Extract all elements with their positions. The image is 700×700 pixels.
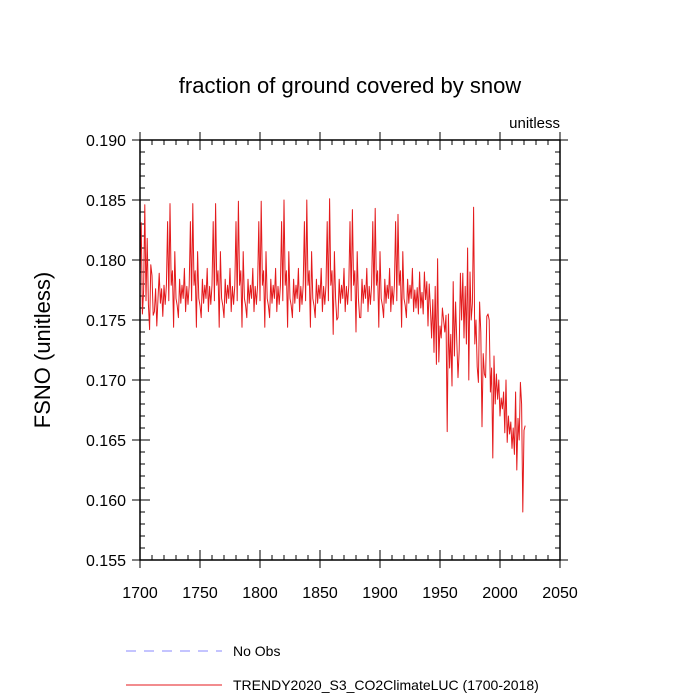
chart-title: fraction of ground covered by snow xyxy=(179,73,522,98)
y-tick-label: 0.175 xyxy=(86,313,126,330)
x-tick-label: 1750 xyxy=(182,585,218,602)
plot-frame xyxy=(139,139,561,561)
y-tick-label: 0.180 xyxy=(86,253,126,270)
x-tick-label: 1700 xyxy=(122,585,158,602)
legend-label-no-obs: No Obs xyxy=(233,643,280,659)
x-tick-label: 1900 xyxy=(362,585,398,602)
data-series-line xyxy=(139,198,526,513)
x-tick-label: 2050 xyxy=(542,585,578,602)
x-tick-label: 1950 xyxy=(422,585,458,602)
x-tick-label: 1850 xyxy=(302,585,338,602)
y-tick-label: 0.170 xyxy=(86,373,126,390)
legend-label-trendy: TRENDY2020_S3_CO2ClimateLUC (1700-2018) xyxy=(233,677,539,693)
y-tick-label: 0.160 xyxy=(86,493,126,510)
legend: No Obs TRENDY2020_S3_CO2ClimateLUC (1700… xyxy=(126,643,539,693)
x-tick-label: 1800 xyxy=(242,585,278,602)
y-tick-label: 0.185 xyxy=(86,193,126,210)
x-tick-label: 2000 xyxy=(482,585,518,602)
units-label: unitless xyxy=(509,115,560,132)
y-tick-label: 0.190 xyxy=(86,133,126,150)
y-tick-label: 0.165 xyxy=(86,433,126,450)
y-tick-label: 0.155 xyxy=(86,553,126,570)
y-axis-label: FSNO (unitless) xyxy=(30,272,55,428)
